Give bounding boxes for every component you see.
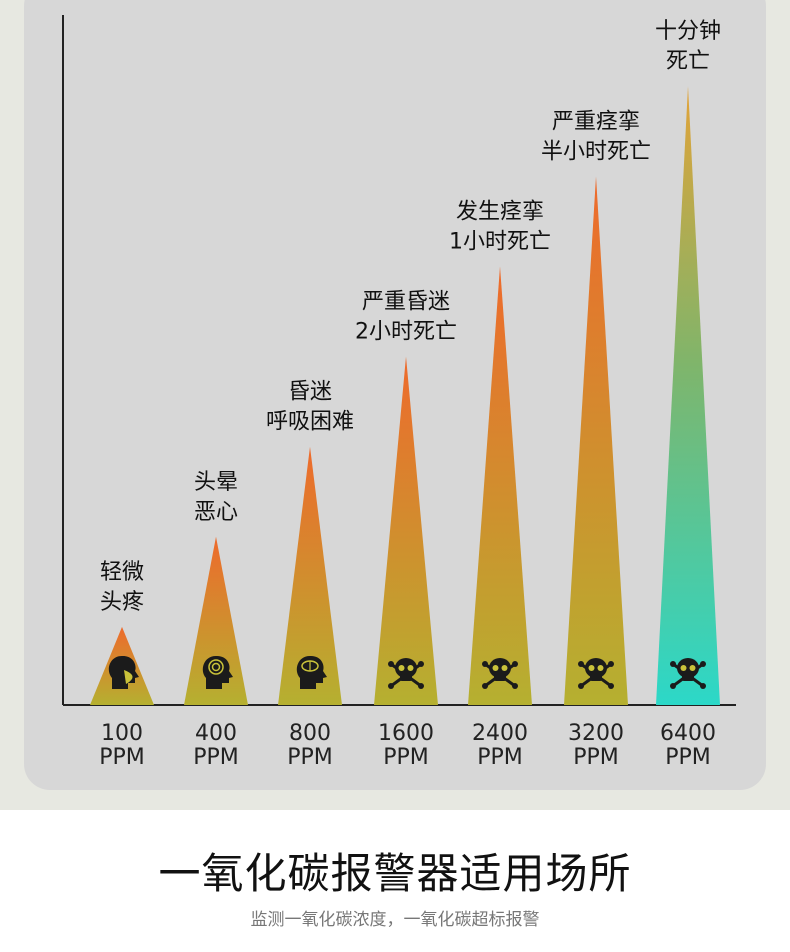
bar-7 (656, 86, 720, 705)
skull-icon (670, 658, 706, 689)
skull-icon (388, 658, 424, 689)
tick-label-1-2: PPM (99, 745, 145, 770)
effect-label-3-1: 昏迷 (288, 380, 332, 405)
page-title: 一氧化碳报警器适用场所 (158, 849, 632, 898)
brain-head-icon (296, 655, 327, 689)
effect-label-1-2: 头疼 (100, 590, 144, 615)
tick-label-7-2: PPM (665, 745, 711, 770)
tick-label-2-1: 400 (195, 721, 237, 746)
effect-label-1-1: 轻微 (100, 560, 144, 585)
bar-2 (184, 536, 248, 705)
bar-4 (374, 356, 438, 705)
bar-5 (468, 266, 532, 705)
tick-label-5-2: PPM (477, 745, 523, 770)
skull-icon (482, 658, 518, 689)
effect-label-6-2: 半小时死亡 (541, 139, 651, 164)
tick-label-1-1: 100 (101, 721, 143, 746)
effect-label-5-2: 1小时死亡 (449, 229, 551, 254)
tick-label-4-1: 1600 (378, 721, 434, 746)
effect-label-4-2: 2小时死亡 (355, 320, 457, 345)
tick-label-6-1: 3200 (568, 721, 624, 746)
effect-label-5-1: 发生痉挛 (456, 199, 544, 224)
effect-label-2-2: 恶心 (194, 500, 238, 525)
effect-label-3-2: 呼吸困难 (266, 410, 354, 435)
bar-6 (564, 176, 628, 705)
mask-head-icon (108, 655, 139, 689)
effect-label-7-2: 死亡 (666, 49, 710, 74)
tick-label-3-2: PPM (287, 745, 333, 770)
tick-label-2-2: PPM (193, 745, 239, 770)
tick-label-5-1: 2400 (472, 721, 528, 746)
effect-label-7-1: 十分钟 (655, 19, 721, 44)
tick-label-3-1: 800 (289, 721, 331, 746)
effect-label-6-1: 严重痉挛 (552, 109, 640, 134)
effect-label-4-1: 严重昏迷 (362, 290, 450, 315)
tick-label-6-2: PPM (573, 745, 619, 770)
dizzy-head-icon (202, 655, 233, 689)
tick-label-4-2: PPM (383, 745, 429, 770)
tick-label-7-1: 6400 (660, 721, 716, 746)
co-ppm-chart: 轻微头疼100PPM头晕恶心400PPM昏迷呼吸困难800PPM严重昏迷2小时死… (62, 15, 736, 770)
page-subtitle: 监测一氧化碳浓度，一氧化碳超标报警 (250, 910, 540, 930)
effect-label-2-1: 头晕 (194, 470, 238, 495)
skull-icon (578, 658, 614, 689)
bar-3 (278, 446, 342, 705)
